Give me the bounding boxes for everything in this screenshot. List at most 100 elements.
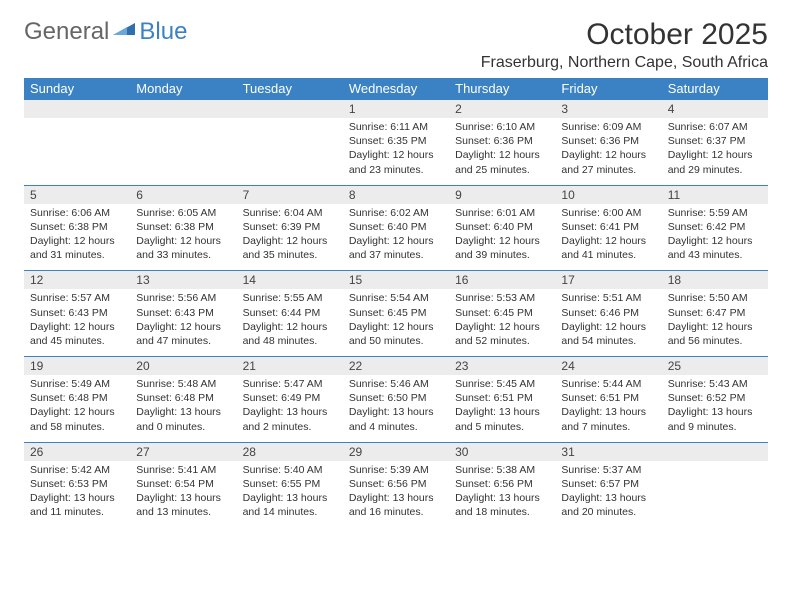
sunrise-text: Sunrise: 6:00 AM (561, 206, 655, 220)
daylight1-text: Daylight: 13 hours (136, 491, 230, 505)
day-cell: Sunrise: 5:44 AMSunset: 6:51 PMDaylight:… (555, 375, 661, 442)
daylight1-text: Daylight: 12 hours (455, 320, 549, 334)
sunrise-text: Sunrise: 5:39 AM (349, 463, 443, 477)
sunrise-text: Sunrise: 5:40 AM (243, 463, 337, 477)
day-number-row: 1234 (24, 100, 768, 119)
sunset-text: Sunset: 6:45 PM (349, 306, 443, 320)
daylight2-text: and 9 minutes. (668, 420, 762, 434)
weekday-header: Tuesday (237, 78, 343, 100)
day-number-row: 19202122232425 (24, 357, 768, 376)
day-number (130, 100, 236, 119)
day-number: 31 (555, 442, 661, 461)
sunset-text: Sunset: 6:35 PM (349, 134, 443, 148)
daylight2-text: and 31 minutes. (30, 248, 124, 262)
day-number: 5 (24, 185, 130, 204)
sunrise-text: Sunrise: 5:56 AM (136, 291, 230, 305)
daylight1-text: Daylight: 12 hours (136, 320, 230, 334)
sunrise-text: Sunrise: 6:09 AM (561, 120, 655, 134)
weekday-header-row: Sunday Monday Tuesday Wednesday Thursday… (24, 78, 768, 100)
sunset-text: Sunset: 6:40 PM (349, 220, 443, 234)
daylight2-text: and 16 minutes. (349, 505, 443, 519)
sunset-text: Sunset: 6:54 PM (136, 477, 230, 491)
day-details-row: Sunrise: 6:06 AMSunset: 6:38 PMDaylight:… (24, 204, 768, 271)
sunrise-text: Sunrise: 5:46 AM (349, 377, 443, 391)
page-title: October 2025 (481, 18, 768, 52)
daylight2-text: and 45 minutes. (30, 334, 124, 348)
day-cell: Sunrise: 6:06 AMSunset: 6:38 PMDaylight:… (24, 204, 130, 271)
sunrise-text: Sunrise: 5:42 AM (30, 463, 124, 477)
sunset-text: Sunset: 6:36 PM (455, 134, 549, 148)
day-number (662, 442, 768, 461)
sunrise-text: Sunrise: 5:57 AM (30, 291, 124, 305)
sunset-text: Sunset: 6:47 PM (668, 306, 762, 320)
page-subtitle: Fraserburg, Northern Cape, South Africa (481, 54, 768, 72)
day-cell: Sunrise: 6:09 AMSunset: 6:36 PMDaylight:… (555, 118, 661, 185)
sunrise-text: Sunrise: 6:06 AM (30, 206, 124, 220)
day-number: 4 (662, 100, 768, 119)
sunrise-text: Sunrise: 5:47 AM (243, 377, 337, 391)
day-number: 27 (130, 442, 236, 461)
day-number: 28 (237, 442, 343, 461)
weekday-header: Thursday (449, 78, 555, 100)
day-number: 14 (237, 271, 343, 290)
daylight2-text: and 41 minutes. (561, 248, 655, 262)
daylight2-text: and 47 minutes. (136, 334, 230, 348)
day-cell: Sunrise: 5:41 AMSunset: 6:54 PMDaylight:… (130, 461, 236, 528)
daylight2-text: and 7 minutes. (561, 420, 655, 434)
day-number: 6 (130, 185, 236, 204)
daylight1-text: Daylight: 13 hours (561, 491, 655, 505)
day-number: 25 (662, 357, 768, 376)
day-number: 13 (130, 271, 236, 290)
sunset-text: Sunset: 6:40 PM (455, 220, 549, 234)
day-number (24, 100, 130, 119)
daylight1-text: Daylight: 12 hours (243, 320, 337, 334)
daylight1-text: Daylight: 13 hours (455, 491, 549, 505)
title-block: October 2025 Fraserburg, Northern Cape, … (481, 18, 768, 72)
logo-text-a: General (24, 18, 109, 46)
daylight2-text: and 37 minutes. (349, 248, 443, 262)
day-cell: Sunrise: 5:37 AMSunset: 6:57 PMDaylight:… (555, 461, 661, 528)
day-cell: Sunrise: 5:54 AMSunset: 6:45 PMDaylight:… (343, 289, 449, 356)
day-cell: Sunrise: 6:05 AMSunset: 6:38 PMDaylight:… (130, 204, 236, 271)
sunset-text: Sunset: 6:56 PM (455, 477, 549, 491)
day-number: 7 (237, 185, 343, 204)
daylight2-text: and 5 minutes. (455, 420, 549, 434)
sunrise-text: Sunrise: 5:41 AM (136, 463, 230, 477)
day-cell: Sunrise: 5:51 AMSunset: 6:46 PMDaylight:… (555, 289, 661, 356)
day-cell (24, 118, 130, 185)
day-cell: Sunrise: 5:38 AMSunset: 6:56 PMDaylight:… (449, 461, 555, 528)
sunrise-text: Sunrise: 6:10 AM (455, 120, 549, 134)
day-number: 16 (449, 271, 555, 290)
day-cell: Sunrise: 5:48 AMSunset: 6:48 PMDaylight:… (130, 375, 236, 442)
daylight1-text: Daylight: 13 hours (668, 405, 762, 419)
sunrise-text: Sunrise: 5:54 AM (349, 291, 443, 305)
sunset-text: Sunset: 6:56 PM (349, 477, 443, 491)
daylight2-text: and 58 minutes. (30, 420, 124, 434)
sunset-text: Sunset: 6:39 PM (243, 220, 337, 234)
logo-mark-icon (113, 18, 139, 46)
daylight1-text: Daylight: 12 hours (30, 320, 124, 334)
day-number: 22 (343, 357, 449, 376)
day-cell: Sunrise: 5:45 AMSunset: 6:51 PMDaylight:… (449, 375, 555, 442)
sunset-text: Sunset: 6:36 PM (561, 134, 655, 148)
day-number-row: 262728293031 (24, 442, 768, 461)
day-number-row: 567891011 (24, 185, 768, 204)
sunrise-text: Sunrise: 5:44 AM (561, 377, 655, 391)
day-details-row: Sunrise: 5:57 AMSunset: 6:43 PMDaylight:… (24, 289, 768, 356)
sunset-text: Sunset: 6:41 PM (561, 220, 655, 234)
daylight1-text: Daylight: 12 hours (561, 320, 655, 334)
daylight1-text: Daylight: 12 hours (455, 148, 549, 162)
day-cell: Sunrise: 6:02 AMSunset: 6:40 PMDaylight:… (343, 204, 449, 271)
daylight2-text: and 56 minutes. (668, 334, 762, 348)
sunset-text: Sunset: 6:50 PM (349, 391, 443, 405)
day-details-row: Sunrise: 6:11 AMSunset: 6:35 PMDaylight:… (24, 118, 768, 185)
daylight2-text: and 50 minutes. (349, 334, 443, 348)
day-number: 24 (555, 357, 661, 376)
daylight1-text: Daylight: 13 hours (349, 491, 443, 505)
day-number: 18 (662, 271, 768, 290)
day-cell: Sunrise: 6:10 AMSunset: 6:36 PMDaylight:… (449, 118, 555, 185)
daylight1-text: Daylight: 13 hours (136, 405, 230, 419)
daylight2-text: and 2 minutes. (243, 420, 337, 434)
daylight2-text: and 18 minutes. (455, 505, 549, 519)
day-details-row: Sunrise: 5:49 AMSunset: 6:48 PMDaylight:… (24, 375, 768, 442)
